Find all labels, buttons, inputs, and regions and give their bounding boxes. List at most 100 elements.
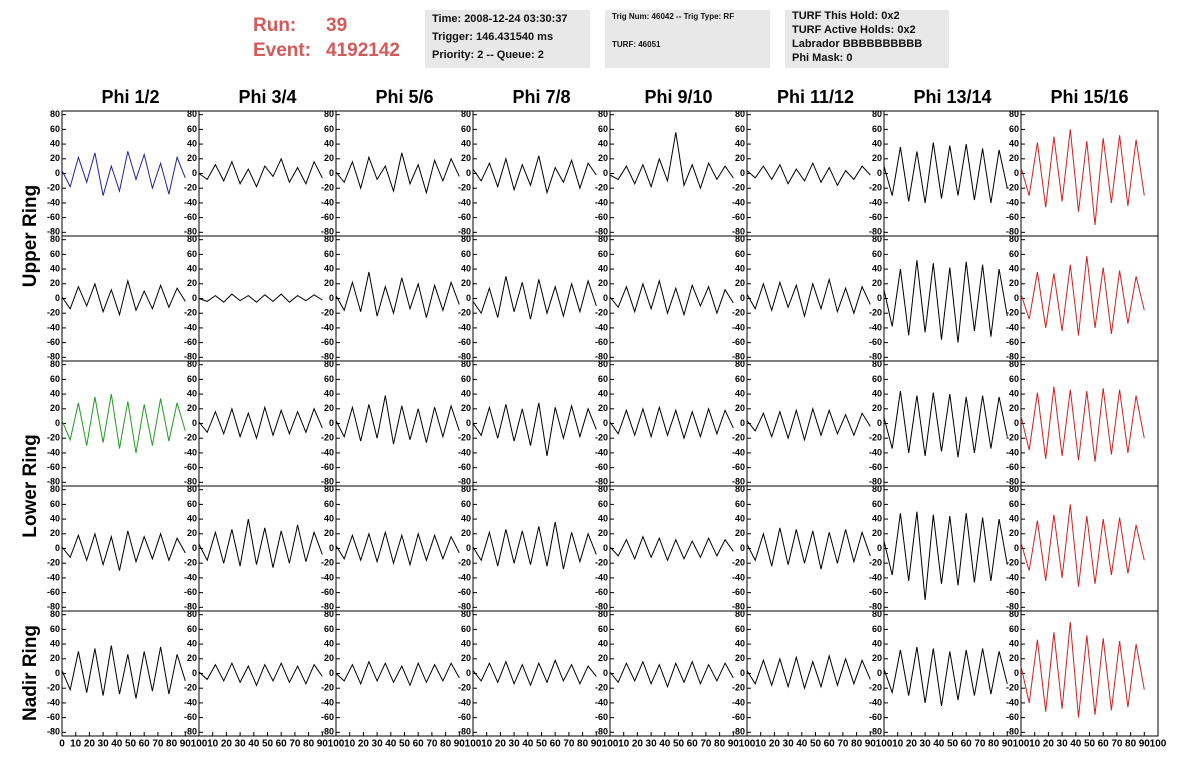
- y-tick-label: 60: [1009, 499, 1019, 509]
- y-tick-label: -80: [595, 727, 608, 737]
- info-line: Time: 2008-12-24 03:30:37: [432, 13, 568, 25]
- x-tick-label: 80: [714, 739, 726, 750]
- y-tick-label: 60: [187, 124, 197, 134]
- y-tick-label: -20: [47, 558, 60, 568]
- y-tick-label: -40: [1006, 197, 1019, 207]
- y-tick-label: -20: [595, 683, 608, 693]
- column-title: Phi 15/16: [1050, 87, 1128, 107]
- y-tick-label: 0: [192, 168, 197, 178]
- y-tick-label: 80: [1009, 359, 1019, 369]
- y-tick-label: 20: [1009, 653, 1019, 663]
- y-tick-label: -40: [47, 697, 60, 707]
- y-tick-label: -40: [321, 447, 334, 457]
- y-tick-label: 0: [1014, 168, 1019, 178]
- y-tick-label: 80: [598, 609, 608, 619]
- y-tick-label: 60: [324, 249, 334, 259]
- column-title: Phi 9/10: [644, 87, 712, 107]
- y-tick-label: 80: [872, 359, 882, 369]
- y-tick-label: 0: [740, 543, 745, 553]
- y-tick-label: 60: [735, 124, 745, 134]
- y-tick-label: 40: [461, 263, 471, 273]
- y-tick-label: 80: [598, 484, 608, 494]
- panel-frame: [61, 235, 200, 362]
- y-tick-label: -40: [869, 447, 882, 457]
- waveform: [883, 142, 1008, 203]
- y-tick-label: 20: [324, 653, 334, 663]
- y-tick-label: -60: [458, 712, 471, 722]
- y-tick-label: -80: [869, 227, 882, 237]
- x-tick-label: 100: [1013, 739, 1030, 750]
- x-tick-label: 90: [317, 739, 329, 750]
- y-tick-label: -80: [184, 352, 197, 362]
- y-tick-label: 0: [329, 293, 334, 303]
- x-tick-label: 70: [837, 739, 849, 750]
- y-tick-label: 20: [50, 278, 60, 288]
- y-tick-label: 40: [324, 388, 334, 398]
- y-tick-label: -60: [732, 337, 745, 347]
- y-tick-label: 20: [50, 653, 60, 663]
- y-tick-label: -80: [1006, 727, 1019, 737]
- y-tick-label: -60: [47, 462, 60, 472]
- y-tick-label: -40: [869, 197, 882, 207]
- y-tick-label: -60: [321, 712, 334, 722]
- y-tick-label: -40: [184, 197, 197, 207]
- y-tick-label: 40: [50, 638, 60, 648]
- y-tick-label: 0: [466, 293, 471, 303]
- y-tick-label: -40: [1006, 697, 1019, 707]
- y-tick-label: 0: [329, 543, 334, 553]
- x-tick-label: 60: [1098, 739, 1110, 750]
- x-tick-label: 70: [289, 739, 301, 750]
- x-tick-label: 80: [988, 739, 1000, 750]
- column-title: Phi 3/4: [238, 87, 296, 107]
- y-tick-label: 60: [187, 374, 197, 384]
- waveform: [1020, 129, 1145, 226]
- y-tick-label: -80: [458, 727, 471, 737]
- y-tick-label: -20: [1006, 183, 1019, 193]
- y-tick-label: -20: [458, 683, 471, 693]
- y-tick-label: 60: [324, 499, 334, 509]
- y-tick-label: -60: [184, 587, 197, 597]
- y-tick-label: -20: [458, 183, 471, 193]
- y-tick-label: 60: [735, 374, 745, 384]
- y-tick-label: -60: [732, 587, 745, 597]
- x-tick-label: 60: [276, 739, 288, 750]
- y-tick-label: 40: [735, 513, 745, 523]
- y-tick-label: 20: [872, 153, 882, 163]
- y-tick-label: 20: [735, 153, 745, 163]
- y-tick-label: -80: [732, 227, 745, 237]
- ring-label: Lower Ring: [20, 434, 41, 537]
- y-tick-label: -40: [184, 322, 197, 332]
- x-tick-label: 10: [1029, 739, 1041, 750]
- y-tick-label: 80: [735, 484, 745, 494]
- y-tick-label: 40: [735, 388, 745, 398]
- y-tick-label: -80: [458, 602, 471, 612]
- x-tick-label: 80: [303, 739, 315, 750]
- y-tick-label: 40: [872, 388, 882, 398]
- x-tick-label: 30: [98, 739, 110, 750]
- y-tick-label: 20: [187, 528, 197, 538]
- column-title: Phi 7/8: [512, 87, 570, 107]
- y-tick-label: 60: [872, 624, 882, 634]
- x-tick-label: 10: [755, 739, 767, 750]
- x-tick-label: 90: [865, 739, 877, 750]
- y-tick-label: 60: [1009, 124, 1019, 134]
- y-tick-label: -40: [595, 572, 608, 582]
- x-tick-label: 20: [906, 739, 918, 750]
- y-tick-label: 0: [603, 168, 608, 178]
- y-tick-label: 20: [872, 653, 882, 663]
- y-tick-label: -20: [595, 183, 608, 193]
- y-tick-label: 80: [461, 484, 471, 494]
- y-tick-label: -60: [869, 462, 882, 472]
- y-tick-label: 60: [324, 624, 334, 634]
- y-tick-label: 60: [324, 124, 334, 134]
- y-tick-label: 80: [1009, 609, 1019, 619]
- y-tick-label: -60: [595, 712, 608, 722]
- y-tick-label: -20: [732, 558, 745, 568]
- y-tick-label: -60: [458, 587, 471, 597]
- y-tick-label: -60: [1006, 587, 1019, 597]
- y-tick-label: 0: [55, 668, 60, 678]
- x-tick-label: 40: [659, 739, 671, 750]
- y-tick-label: -20: [1006, 558, 1019, 568]
- waveform: [883, 260, 1008, 343]
- y-tick-label: -20: [184, 683, 197, 693]
